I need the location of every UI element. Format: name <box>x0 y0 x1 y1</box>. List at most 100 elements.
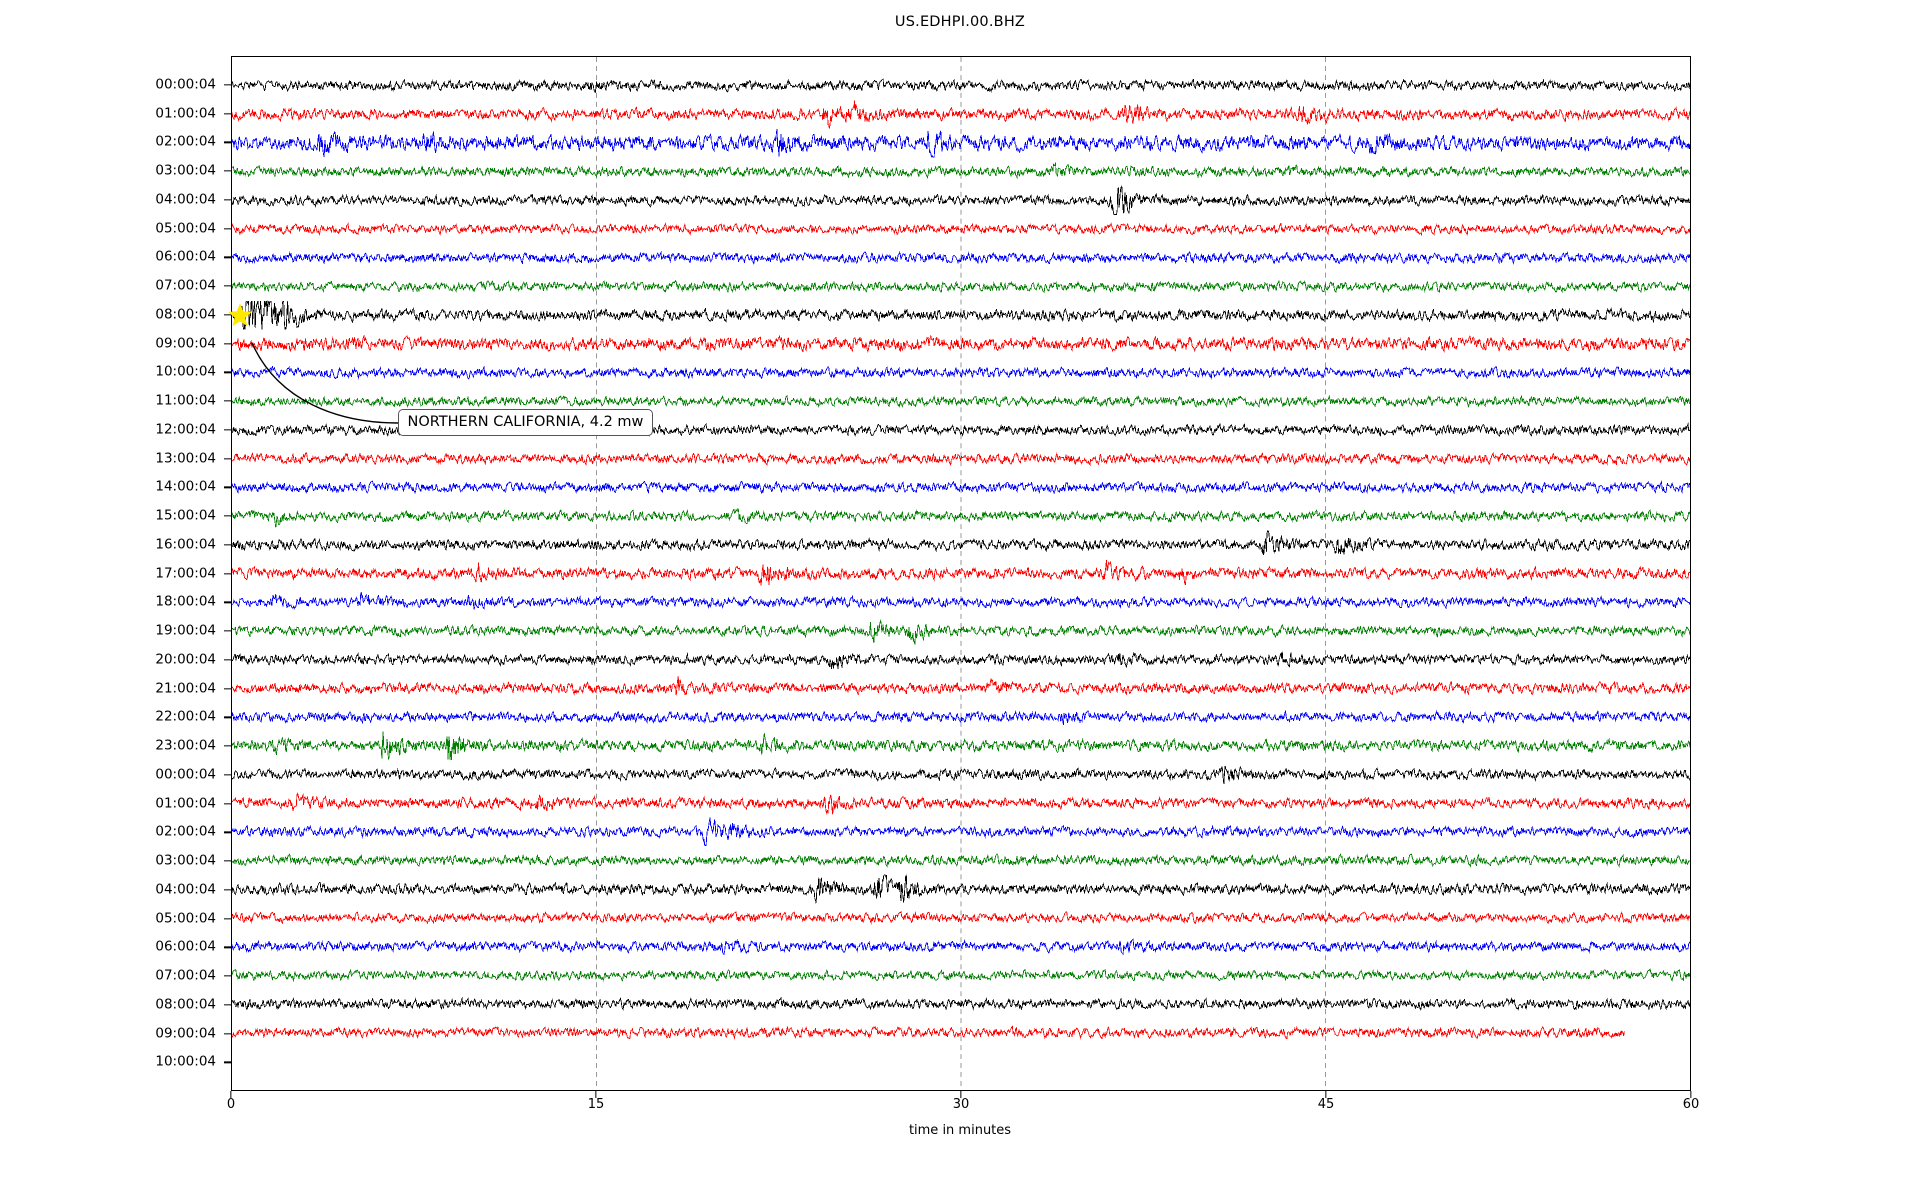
y-axis-tick <box>224 256 232 258</box>
x-axis-tick-label: 15 <box>587 1097 605 1112</box>
y-axis-tick-label: 15:00:04 <box>155 507 216 524</box>
y-axis-tick-label: 03:00:04 <box>155 162 216 179</box>
y-axis-tick <box>224 946 232 948</box>
y-axis-tick-label: 08:00:04 <box>155 306 216 322</box>
seismic-trace <box>232 334 1690 354</box>
x-axis-tick <box>230 1091 232 1098</box>
y-axis-tick <box>224 515 232 517</box>
y-axis-tick <box>224 716 232 718</box>
seismic-trace <box>232 100 1690 129</box>
seismic-trace <box>232 910 1690 925</box>
event-annotation-label: NORTHERN CALIFORNIA, 4.2 mw <box>397 408 654 436</box>
x-axis-tick <box>1690 1091 1692 1098</box>
y-axis-tick <box>224 572 232 575</box>
seismic-trace <box>232 996 1690 1011</box>
seismic-trace <box>232 394 1690 409</box>
seismic-trace <box>232 162 1690 180</box>
seismic-trace <box>232 78 1690 94</box>
y-axis-tick <box>224 84 232 86</box>
x-axis-tick <box>595 1091 597 1098</box>
seismic-trace <box>232 874 1690 904</box>
plot-area <box>231 56 1691 1091</box>
seismic-trace <box>232 451 1690 467</box>
y-axis-tick-label: 09:00:04 <box>155 334 216 351</box>
seismic-trace <box>232 592 1690 610</box>
y-axis-tick-label: 04:00:04 <box>155 881 216 897</box>
y-axis-tick <box>224 400 232 402</box>
y-axis-tick-label: 01:00:04 <box>155 794 216 811</box>
y-axis-tick-label: 18:00:04 <box>155 593 216 610</box>
y-axis-tick-label: 20:00:04 <box>155 651 216 667</box>
page-title: US.EDHPI.00.BHZ <box>894 14 1026 30</box>
x-axis-tick <box>1325 1091 1327 1098</box>
y-axis-tick-label: 02:00:04 <box>155 133 216 150</box>
y-axis-tick-label: 00:00:04 <box>155 76 216 92</box>
seismic-trace <box>232 709 1690 725</box>
seismic-trace <box>232 185 1690 215</box>
y-axis-tick-label: 02:00:04 <box>155 823 216 840</box>
seismic-trace <box>232 365 1690 381</box>
y-axis-tick <box>224 199 232 201</box>
seismic-trace <box>232 938 1690 956</box>
y-axis-tick <box>224 486 232 488</box>
y-axis-tick-label: 06:00:04 <box>155 938 216 955</box>
y-axis-tick-label: 16:00:04 <box>155 536 216 552</box>
y-axis-tick <box>224 112 232 115</box>
y-axis-tick <box>224 429 232 431</box>
y-axis-tick-label: 10:00:04 <box>155 363 216 380</box>
y-axis-tick-label: 17:00:04 <box>155 564 216 581</box>
y-axis-tick <box>224 342 232 345</box>
y-axis-tick-label: 12:00:04 <box>155 421 216 437</box>
x-axis-tick-label: 60 <box>1682 1097 1700 1112</box>
y-axis-tick-label: 05:00:04 <box>155 909 216 926</box>
seismic-trace <box>232 853 1690 868</box>
y-axis-tick-label: 00:00:04 <box>155 766 216 782</box>
y-axis-tick-label: 19:00:04 <box>155 622 216 639</box>
y-axis-tick-label: 08:00:04 <box>155 996 216 1012</box>
x-axis-tick-label: 30 <box>952 1097 970 1112</box>
y-axis-tick <box>224 227 232 230</box>
y-axis-tick <box>224 457 232 460</box>
y-axis-tick-label: 14:00:04 <box>155 478 216 495</box>
y-axis-tick-label: 01:00:04 <box>155 104 216 121</box>
seismic-trace <box>232 128 1690 158</box>
y-axis-tick-label: 04:00:04 <box>155 191 216 207</box>
event-star-icon <box>227 302 252 326</box>
seismic-trace <box>232 817 1690 847</box>
y-axis-tick <box>224 630 232 632</box>
seismic-trace <box>232 279 1690 294</box>
trace-canvas <box>232 57 1690 1090</box>
y-axis-tick <box>224 1061 232 1063</box>
y-axis-tick-label: 06:00:04 <box>155 248 216 265</box>
y-axis-tick <box>224 917 232 920</box>
seismic-trace <box>232 222 1690 237</box>
y-axis-tick <box>224 860 232 862</box>
y-axis-tick-label: 21:00:04 <box>155 679 216 696</box>
y-axis-tick <box>224 371 232 373</box>
y-axis-tick-label: 23:00:04 <box>155 737 216 754</box>
seismic-trace <box>232 731 1690 760</box>
seismic-trace <box>232 530 1690 555</box>
y-axis-tick <box>224 889 232 891</box>
y-axis-tick <box>224 285 232 287</box>
seismic-trace <box>232 651 1690 669</box>
y-axis-tick-label: 11:00:04 <box>155 392 216 409</box>
seismic-trace <box>232 1025 1625 1040</box>
y-axis-tick-label: 10:00:04 <box>155 1053 216 1070</box>
y-axis-tick-label: 07:00:04 <box>155 967 216 984</box>
y-axis-tick <box>224 170 232 172</box>
y-axis-tick <box>224 774 232 776</box>
y-axis-tick <box>224 544 232 546</box>
seismic-trace <box>232 765 1690 785</box>
seismic-trace <box>232 968 1690 983</box>
y-axis-tick <box>224 802 232 805</box>
seismic-trace <box>232 559 1690 586</box>
seismic-trace <box>232 480 1690 495</box>
seismic-trace <box>232 676 1690 696</box>
y-axis-tick-label: 05:00:04 <box>155 219 216 236</box>
y-axis-tick <box>224 975 232 977</box>
y-axis-tick-label: 13:00:04 <box>155 449 216 466</box>
y-axis-tick-label: 22:00:04 <box>155 708 216 725</box>
seismic-trace <box>232 250 1690 266</box>
y-axis-tick <box>224 745 232 747</box>
